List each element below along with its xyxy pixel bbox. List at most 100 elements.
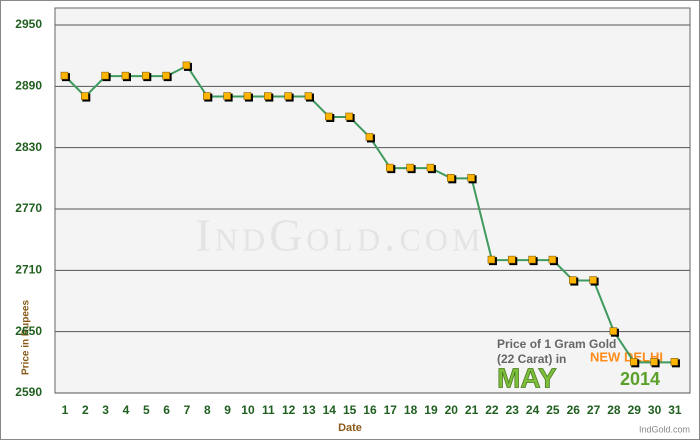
marker <box>365 133 375 143</box>
marker <box>589 276 599 286</box>
marker <box>548 255 558 266</box>
marker <box>467 174 477 184</box>
marker <box>223 92 233 102</box>
marker-square <box>670 358 679 366</box>
marker-square <box>304 92 313 100</box>
watermark: IndGold.com <box>196 210 485 261</box>
site-credit: IndGold.com <box>639 424 690 434</box>
marker <box>203 92 213 102</box>
marker-square <box>426 163 435 172</box>
x-tick-label: 2 <box>82 403 89 417</box>
plot-area <box>54 7 691 394</box>
x-tick-label: 14 <box>323 403 337 417</box>
marker-square <box>203 92 211 100</box>
y-tick-label: 2890 <box>15 79 42 93</box>
y-tick-label: 2830 <box>15 140 42 154</box>
marker <box>406 163 416 174</box>
marker <box>325 112 335 122</box>
y-tick-label: 2650 <box>15 324 42 338</box>
marker <box>345 112 355 122</box>
marker-square <box>630 358 638 366</box>
marker <box>121 71 131 82</box>
marker-square <box>528 255 536 264</box>
marker <box>609 327 619 337</box>
x-tick-label: 7 <box>184 403 191 417</box>
annotation: Price of 1 Gram Gold <box>497 337 616 351</box>
x-tick-label: 18 <box>404 403 418 417</box>
x-tick-label: 30 <box>648 403 662 417</box>
marker-square <box>264 92 272 100</box>
marker-square <box>569 276 577 284</box>
marker <box>243 92 253 102</box>
marker <box>182 61 192 71</box>
marker-square <box>508 255 516 264</box>
x-tick-label: 28 <box>607 403 621 417</box>
marker <box>670 358 680 368</box>
marker-square <box>182 61 191 70</box>
x-tick-label: 17 <box>384 403 398 417</box>
marker <box>284 92 294 102</box>
marker-square <box>60 71 69 80</box>
x-tick-label: 9 <box>224 403 231 417</box>
x-tick-label: 21 <box>465 403 479 417</box>
x-tick-label: 31 <box>668 403 682 417</box>
marker-square <box>548 255 557 264</box>
marker-square <box>487 255 496 264</box>
marker <box>447 174 457 184</box>
x-tick-label: 6 <box>163 403 170 417</box>
x-tick-label: 16 <box>363 403 377 417</box>
y-tick-label: 2710 <box>15 263 42 277</box>
y-tick-label: 2950 <box>15 17 42 31</box>
marker-square <box>223 92 231 100</box>
marker <box>528 255 538 266</box>
marker-square <box>467 174 475 182</box>
marker-square <box>650 358 658 366</box>
marker <box>264 92 274 102</box>
marker <box>101 71 111 82</box>
marker <box>508 255 518 266</box>
marker-square <box>589 276 597 284</box>
x-tick-label: 3 <box>102 403 109 417</box>
x-tick-label: 24 <box>526 403 540 417</box>
marker-square <box>609 327 618 335</box>
marker <box>60 71 70 82</box>
x-tick-label: 23 <box>506 403 520 417</box>
x-tick-label: 19 <box>424 403 438 417</box>
marker <box>386 163 396 174</box>
marker <box>81 92 91 102</box>
x-tick-label: 29 <box>628 403 642 417</box>
marker-square <box>101 71 109 80</box>
marker-square <box>284 92 292 100</box>
x-tick-label: 25 <box>546 403 560 417</box>
marker-square <box>121 71 130 80</box>
x-tick-label: 11 <box>262 403 275 417</box>
x-tick-label: 15 <box>343 403 357 417</box>
marker-square <box>243 92 252 100</box>
annotation: (22 Carat) in <box>497 352 566 366</box>
x-tick-label: 4 <box>123 403 130 417</box>
x-axis-label: Date <box>338 422 362 434</box>
marker <box>162 71 172 82</box>
x-tick-label: 8 <box>204 403 211 417</box>
marker <box>487 255 497 266</box>
annotation-year: 2014 <box>620 369 660 389</box>
marker-square <box>81 92 89 100</box>
marker-square <box>325 112 333 121</box>
marker-square <box>162 71 170 80</box>
annotation-city: NEW DELHI <box>590 349 663 364</box>
marker <box>426 163 436 174</box>
marker-square <box>365 133 374 141</box>
x-tick-label: 10 <box>241 403 255 417</box>
marker <box>630 358 640 368</box>
x-tick-label: 20 <box>445 403 459 417</box>
marker-square <box>142 71 150 80</box>
x-tick-label: 12 <box>282 403 296 417</box>
marker-square <box>406 163 414 172</box>
y-tick-label: 2770 <box>15 201 42 215</box>
x-tick-label: 27 <box>587 403 601 417</box>
y-axis-label: Price in Rupees <box>21 300 32 375</box>
marker-square <box>386 163 394 172</box>
x-tick-label: 1 <box>62 403 69 417</box>
marker <box>142 71 152 82</box>
